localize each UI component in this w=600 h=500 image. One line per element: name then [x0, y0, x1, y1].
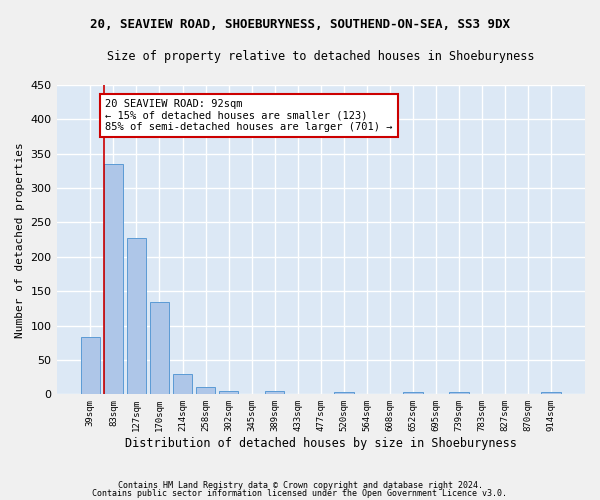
X-axis label: Distribution of detached houses by size in Shoeburyness: Distribution of detached houses by size … [125, 437, 517, 450]
Bar [334, 392, 353, 394]
Bar [149, 302, 169, 394]
Bar [219, 391, 238, 394]
Y-axis label: Number of detached properties: Number of detached properties [15, 142, 25, 338]
Bar [173, 374, 193, 394]
Bar [541, 392, 561, 394]
Text: 20, SEAVIEW ROAD, SHOEBURYNESS, SOUTHEND-ON-SEA, SS3 9DX: 20, SEAVIEW ROAD, SHOEBURYNESS, SOUTHEND… [90, 18, 510, 30]
Bar [80, 336, 100, 394]
Bar [196, 388, 215, 394]
Bar [127, 238, 146, 394]
Text: Contains public sector information licensed under the Open Government Licence v3: Contains public sector information licen… [92, 488, 508, 498]
Bar [265, 391, 284, 394]
Title: Size of property relative to detached houses in Shoeburyness: Size of property relative to detached ho… [107, 50, 535, 63]
Text: Contains HM Land Registry data © Crown copyright and database right 2024.: Contains HM Land Registry data © Crown c… [118, 481, 482, 490]
Text: 20 SEAVIEW ROAD: 92sqm
← 15% of detached houses are smaller (123)
85% of semi-de: 20 SEAVIEW ROAD: 92sqm ← 15% of detached… [106, 98, 393, 132]
Bar [403, 392, 423, 394]
Bar [449, 392, 469, 394]
Bar [104, 164, 123, 394]
